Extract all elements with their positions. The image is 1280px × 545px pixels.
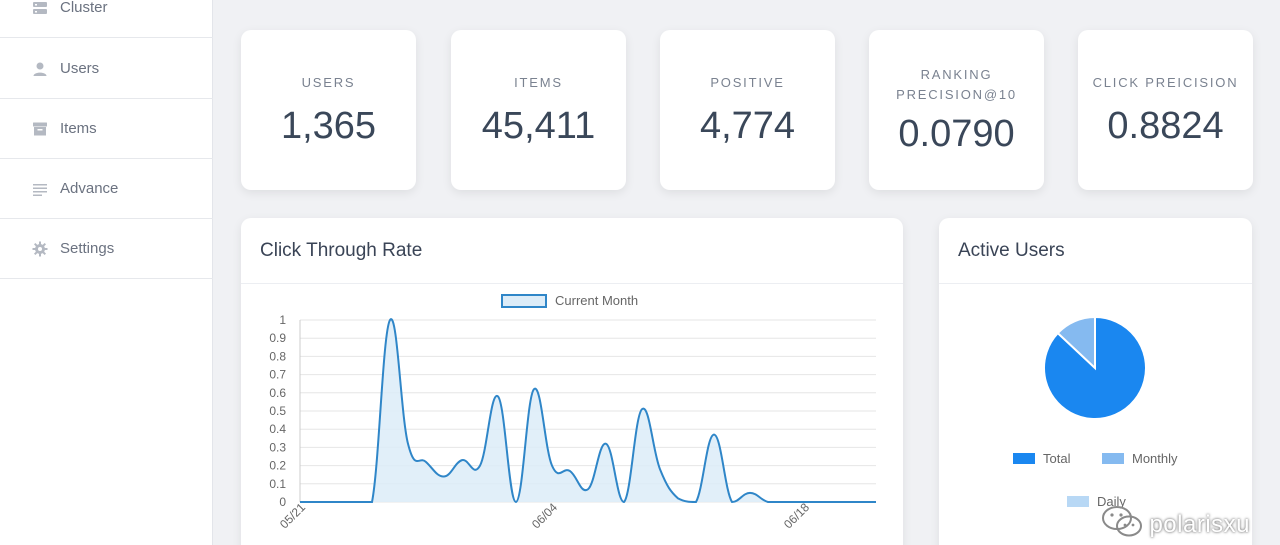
y-tick-label: 0.2 bbox=[269, 459, 286, 473]
user-icon bbox=[32, 61, 48, 77]
wechat-icon bbox=[1101, 504, 1143, 545]
legend-label: Daily bbox=[1097, 494, 1126, 509]
pie-legend-monthly[interactable]: Monthly bbox=[1102, 451, 1178, 466]
active-users-pie-chart bbox=[1043, 315, 1147, 420]
stat-value: 0.8824 bbox=[1107, 104, 1224, 147]
gear-icon bbox=[32, 241, 48, 257]
pie-legend-total[interactable]: Total bbox=[1013, 451, 1070, 466]
legend-swatch bbox=[1013, 453, 1035, 464]
x-tick-label: 06/18 bbox=[781, 500, 812, 531]
x-tick-label: 06/04 bbox=[529, 500, 560, 531]
y-tick-label: 0.9 bbox=[269, 331, 286, 345]
y-tick-label: 1 bbox=[279, 313, 286, 327]
active-users-panel: Active Users Total Monthly Daily bbox=[939, 218, 1252, 545]
ctr-panel: Click Through Rate Current Month 0 0.1 0.2… bbox=[241, 218, 903, 545]
y-tick-label: 0.4 bbox=[269, 422, 286, 436]
y-tick-label: 0.5 bbox=[269, 404, 286, 418]
stat-card-users: USERS 1,365 bbox=[241, 30, 416, 190]
y-tick-label: 0.7 bbox=[269, 368, 286, 382]
stat-value: 0.0790 bbox=[898, 112, 1015, 155]
sidebar-item-settings[interactable]: Settings bbox=[0, 219, 213, 279]
y-tick-label: 0.8 bbox=[269, 349, 286, 363]
stat-value: 1,365 bbox=[280, 104, 377, 147]
stat-value: 45,411 bbox=[481, 104, 596, 147]
stat-card-positive: POSITIVE 4,774 bbox=[660, 30, 835, 190]
stat-label: ITEMS bbox=[514, 74, 563, 90]
watermark: polarisxu bbox=[1101, 504, 1250, 545]
legend-swatch bbox=[1102, 453, 1124, 464]
stat-card-ranking-precision: RANKING PRECISION@10 0.0790 bbox=[869, 30, 1044, 190]
panel-title: Active Users bbox=[939, 218, 1252, 284]
chart-legend[interactable]: Current Month bbox=[501, 293, 638, 308]
pie-slice bbox=[1056, 315, 1096, 371]
list-icon bbox=[32, 181, 48, 197]
legend-swatch bbox=[1067, 496, 1089, 507]
sidebar-item-users[interactable]: Users bbox=[0, 39, 213, 99]
legend-swatch bbox=[501, 293, 547, 308]
sidebar-item-label: Cluster bbox=[60, 0, 108, 16]
sidebar-item-advance[interactable]: Advance bbox=[0, 159, 213, 219]
panel-title: Click Through Rate bbox=[241, 218, 903, 284]
stat-label: USERS bbox=[301, 74, 356, 90]
stat-label: PRECISION@10 bbox=[896, 86, 1017, 102]
y-tick-label: 0.6 bbox=[269, 386, 286, 400]
watermark-text: polarisxu bbox=[1149, 510, 1250, 538]
archive-icon bbox=[32, 121, 48, 137]
y-tick-label: 0.1 bbox=[269, 477, 286, 491]
sidebar-item-label: Users bbox=[60, 60, 100, 77]
stat-value: 4,774 bbox=[699, 104, 796, 147]
sidebar-item-label: Advance bbox=[60, 180, 119, 197]
stat-label: CLICK PREICISION bbox=[1092, 74, 1239, 90]
server-icon bbox=[32, 0, 48, 16]
y-tick-label: 0 bbox=[279, 495, 286, 509]
stat-label: RANKING bbox=[920, 66, 993, 82]
legend-label: Current Month bbox=[555, 293, 639, 308]
stat-label: POSITIVE bbox=[710, 74, 785, 90]
legend-label: Monthly bbox=[1132, 451, 1178, 466]
y-tick-label: 0.3 bbox=[269, 440, 286, 454]
series-line bbox=[300, 318, 876, 504]
stat-card-items: ITEMS 45,411 bbox=[451, 30, 626, 190]
sidebar-item-items[interactable]: Items bbox=[0, 99, 213, 159]
stat-card-click-precision: CLICK PREICISION 0.8824 bbox=[1078, 30, 1253, 190]
sidebar-item-label: Items bbox=[60, 120, 97, 137]
sidebar-item-cluster[interactable]: Cluster bbox=[0, 0, 213, 38]
sidebar-item-label: Settings bbox=[60, 240, 115, 257]
pie-legend-daily[interactable]: Daily bbox=[1067, 494, 1126, 509]
sidebar: Cluster Users Items Advance Settings bbox=[0, 0, 213, 545]
legend-label: Total bbox=[1043, 451, 1071, 466]
